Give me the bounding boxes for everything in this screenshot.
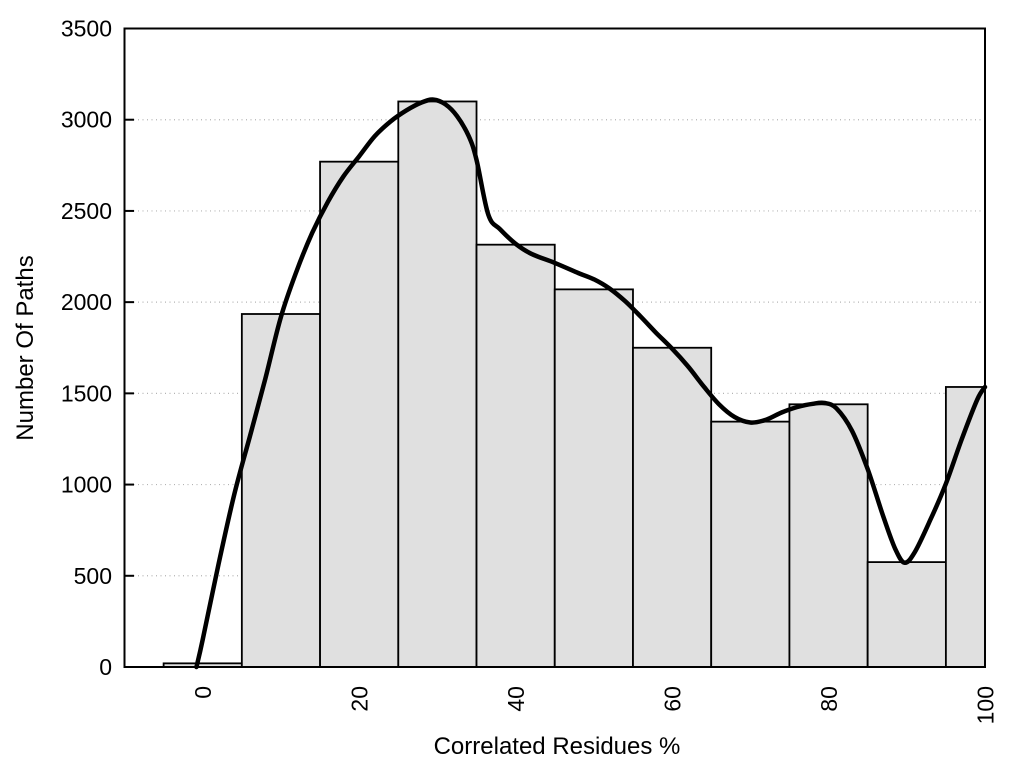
plot-border-box	[123, 27, 986, 668]
y-tick-label: 2000	[61, 289, 112, 315]
y-tick-label: 500	[74, 563, 112, 589]
x-tick-label: 20	[347, 686, 373, 712]
histogram-bar	[397, 100, 478, 668]
x-tick-label: 100	[973, 686, 999, 724]
y-tick-label: 1500	[61, 380, 112, 406]
histogram-bar	[632, 346, 713, 668]
y-tick-marks	[124, 27, 134, 668]
histogram-bar	[710, 420, 791, 668]
x-tick-label: 0	[190, 686, 216, 699]
y-tick-label: 3000	[61, 107, 112, 133]
histogram-bar	[319, 160, 400, 668]
histogram-bars	[162, 100, 986, 668]
x-tick-label: 80	[816, 686, 842, 712]
y-tick-label: 0	[99, 654, 112, 680]
y-tick-label: 3500	[61, 16, 112, 42]
y-axis-title: Number Of Paths	[12, 255, 39, 440]
x-axis-title: Correlated Residues %	[434, 733, 681, 760]
density-curve-path	[194, 97, 988, 670]
histogram-bar	[475, 243, 556, 668]
density-curve	[194, 97, 988, 670]
histogram-bar	[866, 561, 947, 668]
plot-border	[123, 27, 986, 668]
y-tick-label: 2500	[61, 198, 112, 224]
histogram-bar	[240, 313, 321, 668]
x-tick-label: 40	[503, 686, 529, 712]
y-tick-labels: 0 500 1000 1500 2000 2500 3000 3500	[61, 16, 112, 681]
histogram-bar	[788, 403, 869, 668]
histogram-bar	[553, 288, 634, 668]
x-tick-label: 60	[660, 686, 686, 712]
y-tick-label: 1000	[61, 472, 112, 498]
x-tick-labels: 0 20 40 60 80 100	[190, 686, 998, 724]
